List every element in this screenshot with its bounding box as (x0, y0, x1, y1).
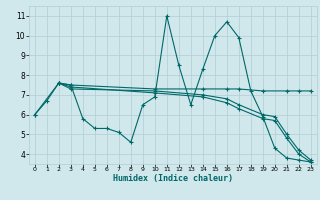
X-axis label: Humidex (Indice chaleur): Humidex (Indice chaleur) (113, 174, 233, 183)
